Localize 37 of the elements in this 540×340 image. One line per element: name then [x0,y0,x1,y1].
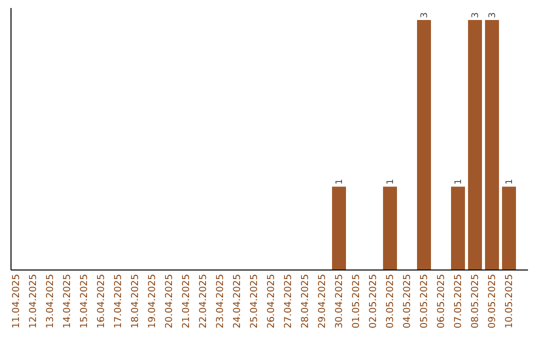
x-tick-label: 25.04.2025 [249,274,260,328]
x-tick-label: 16.04.2025 [96,274,107,328]
x-tick-label: 19.04.2025 [147,274,158,328]
x-tick-label: 22.04.2025 [198,274,209,328]
x-tick-label: 10.05.2025 [504,274,515,328]
data-label: 1 [505,178,515,185]
x-tick-label: 05.05.2025 [419,274,430,328]
data-label: 3 [420,12,430,18]
x-tick-label: 27.04.2025 [283,274,294,328]
x-tick-label: 13.04.2025 [45,274,56,328]
x-tick-label: 04.05.2025 [402,274,413,328]
data-label: 1 [335,178,345,185]
x-tick-label: 14.04.2025 [62,274,73,328]
x-tick-label: 29.04.2025 [317,274,328,328]
x-tick-label: 26.04.2025 [266,274,277,328]
x-tick-label: 18.04.2025 [130,274,141,328]
x-tick-label: 17.04.2025 [113,274,124,328]
x-tick-label: 08.05.2025 [470,274,481,328]
x-tick-label: 07.05.2025 [453,274,464,328]
data-label: 3 [488,12,498,18]
x-tick-label: 12.04.2025 [28,274,39,328]
x-tick-label: 06.05.2025 [436,274,447,328]
x-tick-label: 15.04.2025 [79,274,90,328]
x-tick-label: 03.05.2025 [385,274,396,328]
x-tick-label: 20.04.2025 [164,274,175,328]
x-tick-label: 02.05.2025 [368,274,379,328]
data-label: 1 [454,178,464,185]
x-tick-label: 28.04.2025 [300,274,311,328]
x-tick-label: 01.05.2025 [351,274,362,328]
x-tick-label: 21.04.2025 [181,274,192,328]
x-tick-label: 11.04.2025 [11,274,22,328]
x-tick-label: 24.04.2025 [232,274,243,328]
data-label: 1 [386,178,396,185]
x-tick-label: 30.04.2025 [334,274,345,328]
x-tick-label: 09.05.2025 [487,274,498,328]
data-label: 3 [471,12,481,18]
x-tick-label: 23.04.2025 [215,274,226,328]
